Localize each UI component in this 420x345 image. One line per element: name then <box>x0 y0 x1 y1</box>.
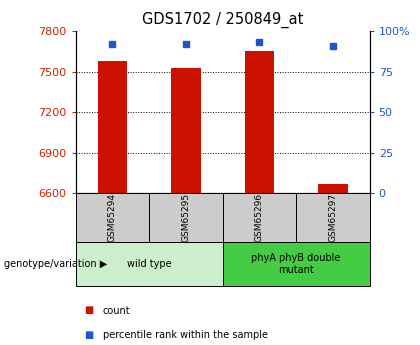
Text: GSM65296: GSM65296 <box>255 193 264 242</box>
Text: GSM65295: GSM65295 <box>181 193 190 242</box>
Bar <box>318 184 348 193</box>
Text: GSM65297: GSM65297 <box>328 193 337 242</box>
Bar <box>171 68 201 193</box>
Text: GSM65294: GSM65294 <box>108 193 117 242</box>
Bar <box>223 193 296 242</box>
Bar <box>244 51 274 193</box>
Bar <box>76 193 149 242</box>
Bar <box>223 241 370 286</box>
Text: genotype/variation ▶: genotype/variation ▶ <box>4 259 108 269</box>
Bar <box>97 61 127 193</box>
Text: percentile rank within the sample: percentile rank within the sample <box>103 330 268 339</box>
Title: GDS1702 / 250849_at: GDS1702 / 250849_at <box>142 12 303 28</box>
Bar <box>76 241 223 286</box>
Bar <box>149 193 223 242</box>
Text: wild type: wild type <box>127 259 171 269</box>
Text: phyA phyB double
mutant: phyA phyB double mutant <box>252 253 341 275</box>
Text: ■: ■ <box>84 306 93 315</box>
Text: ■: ■ <box>84 330 93 339</box>
Text: count: count <box>103 306 131 315</box>
Bar <box>296 193 370 242</box>
